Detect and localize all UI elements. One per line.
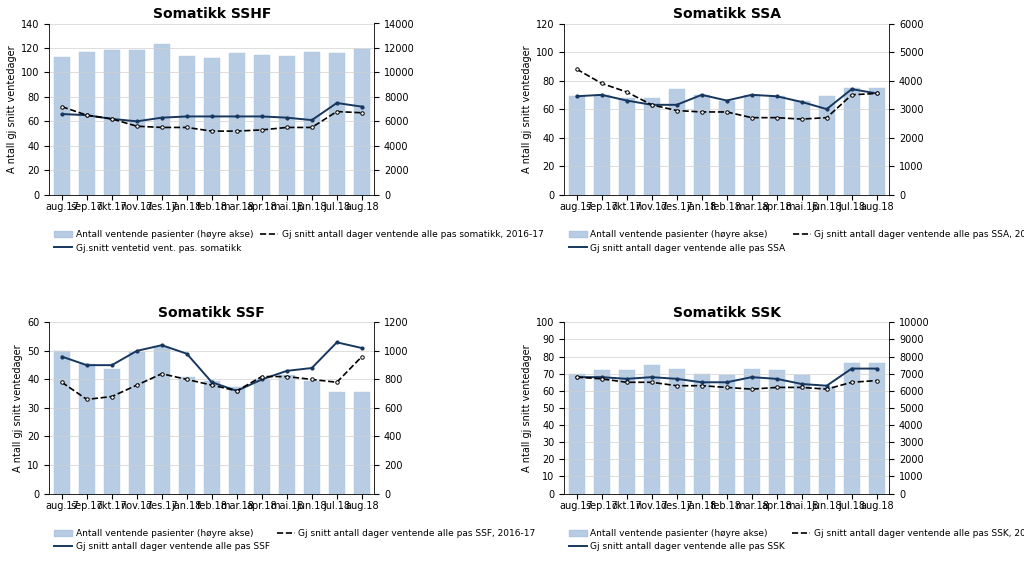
Y-axis label: A ntall gj snitt ventedager: A ntall gj snitt ventedager <box>7 45 17 173</box>
Bar <box>594 95 610 195</box>
Legend: Antall ventende pasienter (høyre akse), Gj snitt antall dager ventende alle pas : Antall ventende pasienter (høyre akse), … <box>54 529 536 551</box>
Bar <box>279 56 295 195</box>
Bar <box>79 52 95 195</box>
Bar <box>644 98 659 195</box>
Bar <box>743 95 760 195</box>
Bar <box>329 392 345 494</box>
Bar <box>693 374 710 494</box>
Bar <box>794 376 810 494</box>
Bar <box>568 374 585 494</box>
Bar <box>669 369 685 494</box>
Bar <box>179 377 195 494</box>
Bar <box>129 51 145 195</box>
Bar <box>53 351 70 494</box>
Title: Somatikk SSHF: Somatikk SSHF <box>153 7 271 21</box>
Bar <box>844 88 860 195</box>
Bar <box>594 370 610 494</box>
Bar <box>719 101 735 195</box>
Bar <box>179 56 195 195</box>
Bar <box>868 364 885 494</box>
Bar <box>279 375 295 494</box>
Legend: Antall ventende pasienter (høyre akse), Gj.snitt ventetid vent. pas. somatikk, G: Antall ventende pasienter (høyre akse), … <box>54 230 544 253</box>
Bar <box>304 381 319 494</box>
Bar <box>103 51 120 195</box>
Y-axis label: A ntall gj snitt ventedager: A ntall gj snitt ventedager <box>522 45 531 173</box>
Bar <box>868 88 885 195</box>
Title: Somatikk SSF: Somatikk SSF <box>159 306 265 320</box>
Bar <box>769 370 784 494</box>
Bar <box>204 58 220 195</box>
Bar <box>818 387 835 494</box>
Bar <box>154 44 170 195</box>
Bar <box>618 98 635 195</box>
Bar <box>228 387 245 494</box>
Bar <box>329 53 345 195</box>
Bar <box>769 96 784 195</box>
Bar <box>204 381 220 494</box>
Title: Somatikk SSK: Somatikk SSK <box>673 306 780 320</box>
Bar <box>844 364 860 494</box>
Bar <box>304 52 319 195</box>
Bar <box>669 89 685 195</box>
Bar <box>53 56 70 195</box>
Bar <box>154 347 170 494</box>
Bar <box>353 49 370 195</box>
Bar <box>743 369 760 494</box>
Bar <box>618 370 635 494</box>
Bar <box>254 55 270 195</box>
Title: Somatikk SSA: Somatikk SSA <box>673 7 780 21</box>
Bar <box>568 96 585 195</box>
Legend: Antall ventende pasienter (høyre akse), Gj snitt antall dager ventende alle pas : Antall ventende pasienter (høyre akse), … <box>568 529 1024 551</box>
Bar <box>79 364 95 494</box>
Bar <box>644 365 659 494</box>
Legend: Antall ventende pasienter (høyre akse), Gj snitt antall dager ventende alle pas : Antall ventende pasienter (høyre akse), … <box>568 230 1024 253</box>
Bar <box>103 369 120 494</box>
Bar <box>818 96 835 195</box>
Y-axis label: A ntall gj snitt ventedager: A ntall gj snitt ventedager <box>522 344 531 472</box>
Bar <box>129 352 145 494</box>
Bar <box>254 379 270 494</box>
Y-axis label: A ntall gj snitt ventedager: A ntall gj snitt ventedager <box>13 344 24 472</box>
Bar <box>794 101 810 195</box>
Bar <box>693 95 710 195</box>
Bar <box>228 53 245 195</box>
Bar <box>719 376 735 494</box>
Bar <box>353 392 370 494</box>
